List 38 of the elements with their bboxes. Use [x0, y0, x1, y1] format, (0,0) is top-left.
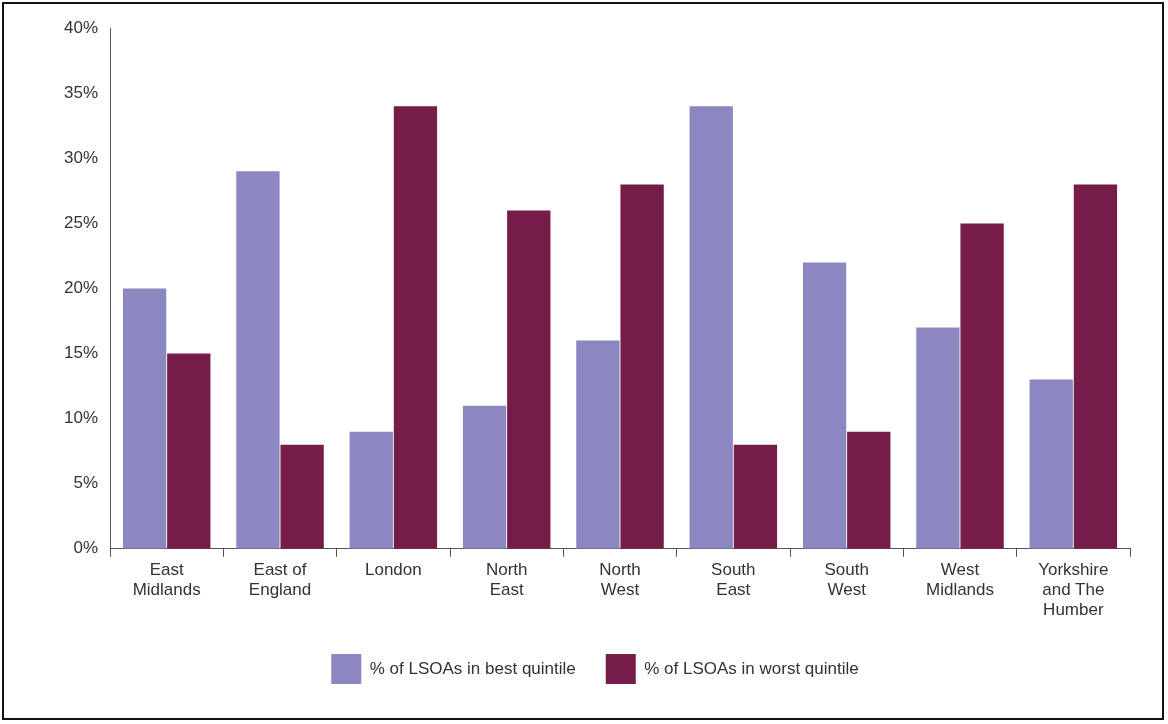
y-tick-label: 0%: [73, 538, 99, 558]
bar: [236, 171, 280, 549]
x-tick-label: South East: [711, 559, 756, 600]
y-tick-label: 35%: [63, 82, 99, 102]
x-tick-label: East of England: [248, 559, 312, 600]
y-tick-label: 40%: [63, 17, 99, 37]
x-tick-label: North West: [599, 559, 641, 600]
y-tick-label: 15%: [63, 343, 99, 363]
bar: [1029, 379, 1073, 549]
bar: [620, 184, 664, 549]
bar: [393, 106, 438, 549]
legend-label: % of LSOAs in best quintile: [369, 658, 576, 678]
bar: [507, 210, 551, 549]
bar: [280, 444, 324, 549]
bar: [733, 444, 778, 549]
bar: [462, 405, 507, 549]
bar: [802, 262, 847, 549]
bar: [847, 431, 891, 549]
y-tick-label: 5%: [73, 473, 99, 493]
y-tick-label: 25%: [63, 213, 99, 233]
x-tick-label: Yorkshire and The Humber: [1038, 559, 1109, 620]
bar: [122, 288, 167, 549]
x-tick-label: North East: [485, 559, 528, 600]
bar: [960, 223, 1004, 549]
bar: [1073, 184, 1118, 549]
bar: [349, 431, 393, 549]
x-tick-label: East Midlands: [132, 559, 201, 600]
bar: [916, 327, 960, 549]
x-tick-label: West Midlands: [925, 559, 995, 600]
legend-label: % of LSOAs in worst quintile: [644, 658, 859, 678]
y-tick-label: 10%: [63, 408, 99, 428]
x-tick-label: London: [364, 559, 422, 579]
bar: [576, 340, 620, 549]
bar: [689, 106, 733, 549]
x-tick-label: South West: [824, 559, 869, 600]
bar: [167, 353, 211, 549]
y-tick-label: 20%: [63, 278, 99, 298]
y-tick-label: 30%: [63, 148, 99, 168]
